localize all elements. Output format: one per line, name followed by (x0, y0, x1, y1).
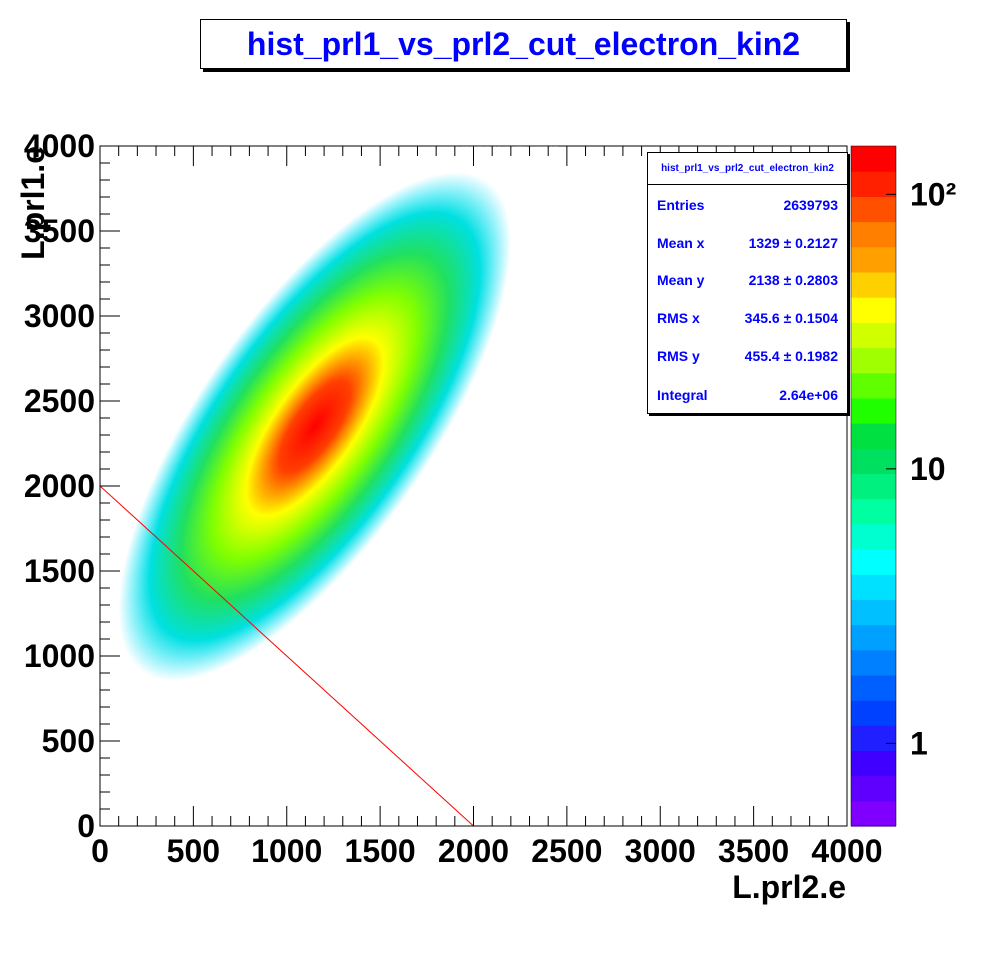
colorbar-band (851, 674, 896, 701)
colorbar-band (851, 397, 896, 424)
colorbar-band (851, 624, 896, 651)
colorbar-band (851, 599, 896, 626)
stats-label: RMS x (657, 310, 700, 326)
colorbar-band (851, 448, 896, 475)
x-tick-label: 3500 (718, 833, 789, 869)
y-tick-label: 0 (77, 808, 95, 844)
x-tick-label: 0 (91, 833, 109, 869)
stats-title: hist_prl1_vs_prl2_cut_electron_kin2 (648, 153, 847, 185)
x-tick-label: 2500 (531, 833, 602, 869)
stats-value: 2138 ± 0.2803 (748, 272, 838, 288)
stats-label: RMS y (657, 348, 700, 364)
colorbar-band (851, 800, 896, 827)
x-axis-label: L.prl2.e (732, 869, 846, 905)
colorbar-band (851, 523, 896, 550)
stats-value: 2.64e+06 (779, 387, 838, 403)
stats-box: hist_prl1_vs_prl2_cut_electron_kin2 Entr… (647, 152, 848, 414)
y-tick-label: 4000 (24, 128, 95, 164)
stats-row-mean-x: Mean x 1329 ± 0.2127 (657, 233, 838, 253)
colorbar-band (851, 271, 896, 298)
stats-value: 455.4 ± 0.1982 (744, 348, 838, 364)
colorbar-band (851, 548, 896, 575)
colorbar-label: 1 (910, 725, 928, 761)
colorbar-band (851, 372, 896, 399)
stats-row-rms-x: RMS x 345.6 ± 0.1504 (657, 308, 838, 328)
chart-title-box: hist_prl1_vs_prl2_cut_electron_kin2 (200, 19, 847, 69)
x-tick-label: 500 (167, 833, 220, 869)
x-tick-label: 2000 (438, 833, 509, 869)
x-tick-label: 1500 (345, 833, 416, 869)
y-tick-label: 2000 (24, 468, 95, 504)
x-tick-label: 1000 (251, 833, 322, 869)
colorbar-band (851, 322, 896, 349)
colorbar-band (851, 347, 896, 374)
stats-label: Mean y (657, 272, 705, 288)
stats-row-rms-y: RMS y 455.4 ± 0.1982 (657, 346, 838, 366)
colorbar-band (851, 246, 896, 273)
colorbar-label: 10² (910, 176, 956, 212)
colorbar-band (851, 725, 896, 752)
stats-label: Mean x (657, 235, 705, 251)
stats-row-integral: Integral 2.64e+06 (657, 385, 838, 405)
stats-value: 345.6 ± 0.1504 (744, 310, 838, 326)
stats-row-entries: Entries 2639793 (657, 195, 838, 215)
density-blob (100, 146, 590, 745)
stats-row-mean-y: Mean y 2138 ± 0.2803 (657, 270, 838, 290)
stats-value: 2639793 (783, 197, 838, 213)
stats-value: 1329 ± 0.2127 (748, 235, 838, 251)
colorbar-frame (850, 145, 897, 827)
stats-label: Integral (657, 387, 708, 403)
colorbar-band (851, 196, 896, 223)
density-core (118, 172, 511, 681)
y-axis-label: L.prl1.e (15, 146, 51, 260)
colorbar-band (851, 473, 896, 500)
cut-line (100, 485, 474, 826)
colorbar-band (851, 221, 896, 248)
y-tick-label: 1500 (24, 553, 95, 589)
colorbar-band (851, 649, 896, 676)
y-tick-label: 3000 (24, 298, 95, 334)
chart-title: hist_prl1_vs_prl2_cut_electron_kin2 (246, 25, 801, 62)
colorbar-band (851, 146, 896, 172)
colorbar-band (851, 750, 896, 777)
stats-label: Entries (657, 197, 705, 213)
colorbar-band (851, 574, 896, 600)
colorbar-band (851, 775, 896, 802)
y-tick-label: 3500 (24, 213, 95, 249)
colorbar-band (851, 700, 896, 726)
colorbar-band (851, 498, 896, 525)
colorbar-band (851, 297, 896, 323)
colorbar-band (851, 171, 896, 197)
colorbar-band (851, 423, 896, 449)
y-tick-label: 1000 (24, 638, 95, 674)
colorbar-label: 10 (910, 451, 946, 487)
y-tick-label: 2500 (24, 383, 95, 419)
x-tick-label: 3000 (625, 833, 696, 869)
x-tick-label: 4000 (811, 833, 882, 869)
heatmap-density (100, 146, 590, 745)
y-tick-label: 500 (42, 723, 95, 759)
